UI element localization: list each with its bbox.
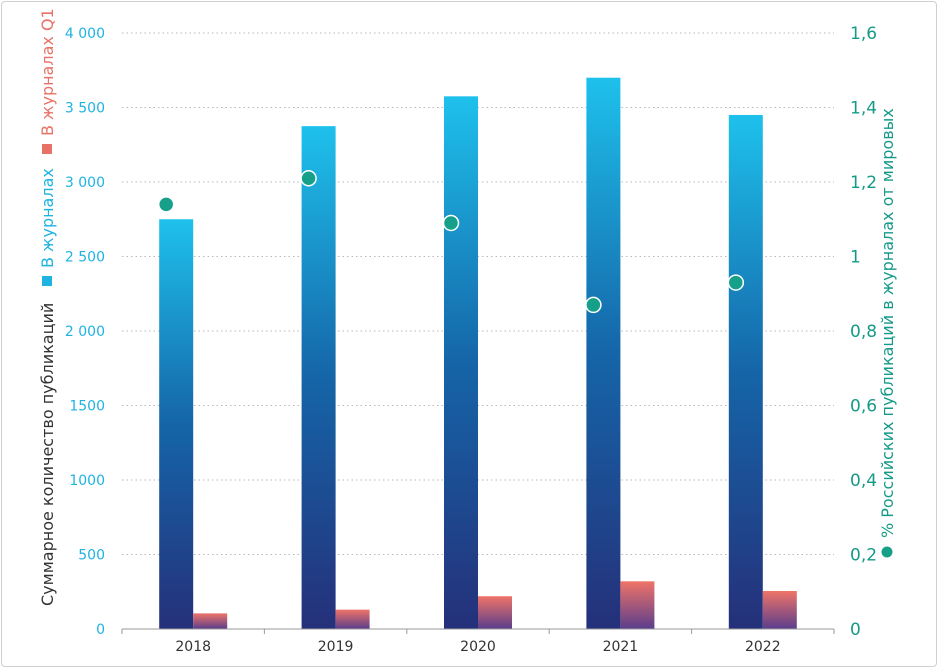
bar-journals (586, 77, 621, 629)
legend-label-journals-q1: В журналах Q1 (38, 8, 57, 136)
bar-journals (728, 114, 763, 629)
legend-label-journals: В журналах (38, 168, 57, 268)
y-right-tick-label: 0,6 (850, 397, 877, 417)
y-left-tick-label: 2 000 (65, 324, 105, 340)
y-left-tick-label: 3 500 (65, 101, 105, 117)
y-left-tick-label: 0 (96, 622, 105, 638)
y-right-tick-label: 1,6 (850, 24, 877, 44)
legend-swatch-journals-q1 (42, 144, 52, 154)
bar-journals-q1 (335, 609, 370, 629)
bar-journals-q1 (193, 613, 228, 629)
y-left-tick-label: 500 (78, 548, 105, 564)
y-right-tick-label: 0,8 (850, 322, 877, 342)
y-right-tick-label: 1,4 (850, 99, 877, 119)
y-right-tick-label: 0,4 (850, 471, 877, 491)
dot-share (585, 296, 602, 314)
y-right-tick-label: 0 (850, 620, 861, 640)
bar-journals (301, 126, 336, 629)
dots-layer (157, 170, 745, 314)
dot-share (300, 170, 317, 187)
y-left-tick-label: 3 000 (65, 175, 105, 191)
bar-journals-q1 (478, 596, 512, 629)
x-tick-label: 2019 (318, 639, 354, 655)
bar-journals (444, 96, 478, 629)
x-tick-label: 2020 (460, 639, 496, 655)
dot-share (442, 214, 460, 232)
x-tick-label: 2018 (175, 639, 211, 655)
y-left-tick-label: 1000 (69, 473, 105, 489)
bars-layer (159, 77, 797, 629)
bar-journals-q1 (762, 591, 797, 629)
x-tick-label: 2022 (745, 639, 781, 655)
labels-layer: 0 500 1000 1500 2 000 2 500 3 000 3 500 4 000 0 0,… (38, 8, 897, 655)
x-tick-label: 2021 (603, 639, 639, 655)
y-axis-label-right: % Российских публикаций в журналах от ми… (878, 108, 897, 538)
bar-journals-q1 (620, 581, 655, 629)
axis-layer (121, 628, 835, 634)
dot-share (157, 196, 175, 213)
y-right-tick-label: 1,2 (850, 173, 877, 193)
dot-share (727, 274, 745, 291)
legend-swatch-journals (42, 276, 52, 286)
y-left-tick-label: 2 500 (65, 250, 105, 266)
legend-dot-share (881, 546, 893, 558)
y-axis-label-left: Суммарное количество публикаций (38, 303, 57, 606)
y-left-tick-label: 1500 (69, 399, 105, 415)
bar-journals (159, 219, 194, 629)
y-right-tick-label: 0,2 (850, 546, 877, 566)
y-left-tick-label: 4 000 (65, 26, 105, 42)
y-right-tick-label: 1 (850, 248, 861, 268)
